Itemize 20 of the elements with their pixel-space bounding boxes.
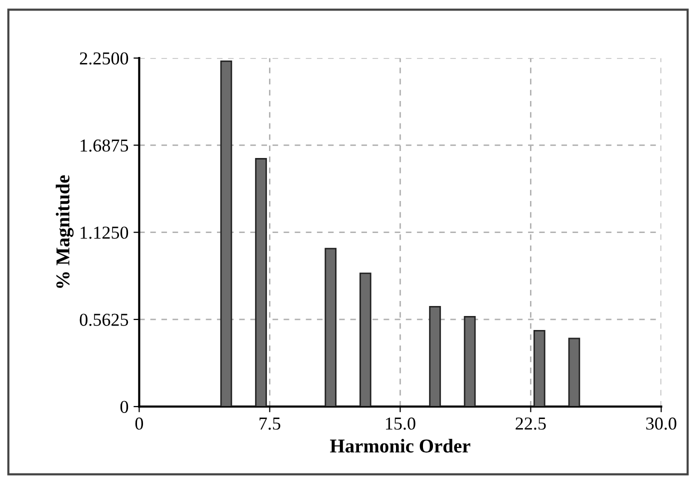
- bar: [464, 316, 476, 407]
- bar: [324, 248, 337, 407]
- bar: [533, 330, 546, 407]
- y-tick-label: 1.1250: [80, 226, 128, 239]
- y-axis-title: % Magnitude: [56, 175, 74, 288]
- x-tick-label: 22.5: [516, 418, 546, 430]
- y-tick-label: 1.6875: [80, 139, 128, 152]
- bar: [359, 272, 372, 407]
- y-tick-label: 0: [120, 400, 128, 413]
- x-axis-title: Harmonic Order: [330, 438, 470, 453]
- y-tick-label: 2.2500: [80, 52, 128, 65]
- bar: [255, 158, 267, 407]
- bar: [220, 60, 232, 407]
- y-tick-label: 0.5625: [80, 314, 128, 326]
- bar: [429, 306, 441, 407]
- bar: [568, 338, 580, 407]
- x-tick-label: 15.0: [386, 418, 416, 430]
- x-tick-label: 30.0: [646, 418, 676, 430]
- x-tick-label: 7.5: [260, 418, 280, 430]
- x-tick-label: 0: [135, 418, 144, 430]
